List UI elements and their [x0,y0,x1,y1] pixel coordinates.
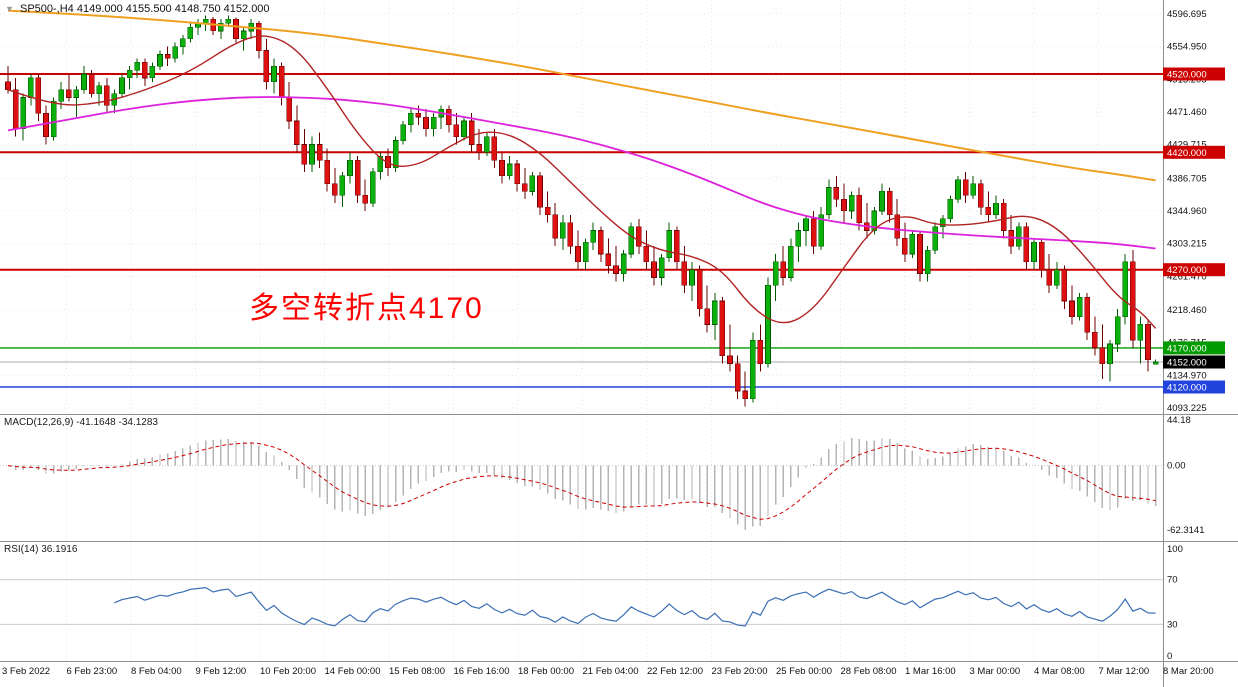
price-badge-label-4120: 4120.000 [1167,383,1207,394]
time-axis-label: 16 Feb 16:00 [454,666,510,677]
price-axis-label: 4303.215 [1167,239,1207,250]
time-axis-label: 8 Feb 04:00 [131,666,182,677]
price-badge-4120 [1163,380,1225,394]
price-badge-4420 [1163,145,1225,159]
price-badge-label-4170: 4170.000 [1167,343,1207,354]
macd-histogram [14,438,1157,531]
chart-title: ▼ SP500-,H4 4149.000 4155.500 4148.750 4… [5,3,270,15]
price-axis-label: 4261.470 [1167,271,1207,282]
macd-axis-label: -62.3141 [1167,525,1205,536]
time-axis-label: 1 Mar 16:00 [905,666,956,677]
symbol-period-label: SP500-,H4 [19,3,74,15]
horizontal-price-lines [0,73,1163,388]
price-badge-label-4270: 4270.000 [1167,265,1207,276]
macd-axis-label: 0.00 [1167,461,1186,472]
price-badge-4520 [1163,67,1225,81]
time-axis-label: 10 Feb 20:00 [260,666,316,677]
time-axis-label: 3 Mar 00:00 [970,666,1021,677]
time-axis-label: 23 Feb 20:00 [712,666,768,677]
rsi-label: RSI(14) 36.1916 [4,544,78,555]
price-badge-label-4420: 4420.000 [1167,148,1207,159]
price-axis-label: 4596.695 [1167,9,1207,20]
current-price-badge [1163,355,1225,369]
price-axis-label: 4134.970 [1167,370,1207,381]
time-axis-label: 28 Feb 08:00 [841,666,897,677]
price-axis-label: 4554.950 [1167,42,1207,53]
time-axis-label: 6 Feb 23:00 [67,666,118,677]
price-axis-label: 4344.960 [1167,206,1207,217]
price-badges: 4520.000 4420.000 4270.000 4170.000 4120.000… [1163,67,1225,394]
macd-label: MACD(12,26,9) -41.1648 -34.1283 [4,417,158,428]
ma-fast-line [7,35,1157,329]
time-axis-label: 4 Mar 08:00 [1034,666,1085,677]
ma-slow-line [7,9,1156,182]
price-badge-4270 [1163,263,1225,277]
ohlc-values: 4149.000 4155.500 4148.750 4152.000 [76,3,270,15]
rsi-axis-label: 70 [1167,575,1178,586]
time-axis-label: 8 Mar 20:00 [1163,666,1214,677]
current-price-badge-label: 4152.000 [1167,358,1207,369]
time-axis-label: 9 Feb 12:00 [196,666,247,677]
rsi-axis-label: 0 [1167,651,1172,662]
price-axis-label: 4386.705 [1167,173,1207,184]
time-axis-label: 7 Mar 12:00 [1099,666,1150,677]
time-axis-label: 18 Feb 00:00 [518,666,574,677]
rsi-line [114,586,1156,627]
price-badge-label-4520: 4520.000 [1167,70,1207,81]
annotation-text: 多空转折点4170 [249,292,484,325]
ma-medium-line [7,96,1156,250]
time-axis-label: 21 Feb 04:00 [583,666,639,677]
time-axis-label: 22 Feb 12:00 [647,666,703,677]
price-axis-label: 4429.715 [1167,140,1207,151]
time-axis-label: 25 Feb 00:00 [776,666,832,677]
candles-layer [5,15,1159,407]
time-axis-label: 14 Feb 00:00 [325,666,381,677]
macd-axis-label: 44.18 [1167,415,1191,426]
price-axis-label: 4218.460 [1167,305,1207,316]
price-axis-label: 4093.225 [1167,403,1207,414]
grid-layer [0,0,1164,661]
macd-signal-line [7,442,1156,520]
price-badge-4170 [1163,341,1225,355]
time-axis-labels[interactable]: 3 Feb 2022 6 Feb 23:00 8 Feb 04:00 9 Feb 12… [2,666,1214,677]
time-axis-label: 15 Feb 08:00 [389,666,445,677]
rsi-axis-label: 100 [1167,544,1183,555]
chart-shift-icon[interactable]: ▼ [5,4,14,14]
price-axis-label: 4471.460 [1167,107,1207,118]
rsi-axis-label: 30 [1167,619,1178,630]
time-axis-label: 3 Feb 2022 [2,666,50,677]
